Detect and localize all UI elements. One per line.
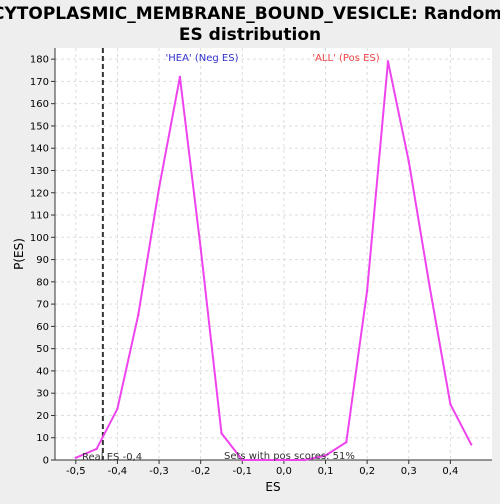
y-tick-label: 170 — [30, 77, 49, 88]
x-tick-label: -0,4 — [108, 466, 128, 477]
series-point — [74, 456, 78, 459]
series-point — [324, 454, 327, 457]
y-tick-label: 30 — [36, 389, 49, 400]
x-tick-label: 0,1 — [318, 466, 334, 477]
x-tick-label: -0,1 — [233, 466, 253, 477]
pos-scores-label: Sets with pos scores: 51% — [224, 451, 355, 462]
axis-layer: 0 10 20 30 40 50 60 70 80 90 100 110 120 130 140 150 160… — [30, 48, 492, 477]
y-tick-label: 180 — [30, 55, 49, 66]
series-point — [137, 314, 140, 317]
y-axis-label: P(ES) — [12, 238, 26, 270]
series-point — [261, 458, 265, 462]
y-tick-label: 20 — [36, 411, 49, 422]
y-tick-label: 160 — [30, 99, 49, 110]
series-point — [469, 443, 473, 446]
series-point — [116, 407, 119, 410]
x-tick-label: 0,4 — [442, 466, 458, 477]
x-tick-label: 0,3 — [401, 466, 417, 477]
series-point — [241, 458, 244, 462]
chart-title-line-2: ES distribution — [179, 25, 321, 45]
y-tick-label: 50 — [36, 344, 49, 355]
x-tick-label: -0,3 — [149, 466, 169, 477]
series-point — [365, 289, 369, 292]
real-es-label: Real ES -0,4 — [82, 452, 142, 463]
y-tick-label: 0 — [43, 456, 49, 467]
x-tick-label: -0,2 — [191, 466, 211, 477]
y-tick-label: 60 — [36, 322, 49, 333]
series-point — [407, 160, 410, 163]
series-point — [220, 432, 223, 435]
y-tick-label: 140 — [30, 144, 49, 155]
series-point — [449, 403, 452, 406]
y-tick-label: 120 — [30, 188, 49, 199]
y-tick-label: 70 — [36, 300, 49, 311]
series-point — [345, 440, 348, 444]
chart-title-line-1: CYTOPLASMIC_MEMBRANE_BOUND_VESICLE: Rand… — [0, 4, 500, 24]
points-layer — [74, 60, 473, 462]
series-point — [428, 285, 431, 288]
y-tick-label: 130 — [30, 166, 49, 177]
neg-es-label: 'HEA' (Neg ES) — [166, 53, 239, 64]
x-tick-label: 0,2 — [359, 466, 375, 477]
x-tick-label: 0,0 — [276, 466, 292, 477]
series-line — [75, 61, 473, 461]
y-tick-label: 10 — [36, 433, 49, 444]
series-point — [157, 187, 161, 190]
grid-layer — [55, 48, 492, 461]
x-tick-label: -0,5 — [66, 466, 86, 477]
y-tick-label: 90 — [36, 255, 49, 266]
y-tick-label: 110 — [30, 211, 49, 222]
plot-area — [55, 48, 492, 460]
x-axis-label: ES — [265, 480, 280, 494]
series-point — [386, 60, 390, 63]
series-point — [282, 458, 286, 462]
y-tick-label: 100 — [30, 233, 49, 244]
y-tick-label: 80 — [36, 277, 49, 288]
y-tick-label: 40 — [36, 366, 49, 377]
pos-es-label: 'ALL' (Pos ES) — [312, 53, 379, 64]
y-tick-label: 150 — [30, 121, 49, 132]
series-point — [199, 247, 202, 250]
series-point — [95, 447, 98, 451]
series-point — [178, 75, 182, 79]
series-point — [303, 458, 306, 462]
